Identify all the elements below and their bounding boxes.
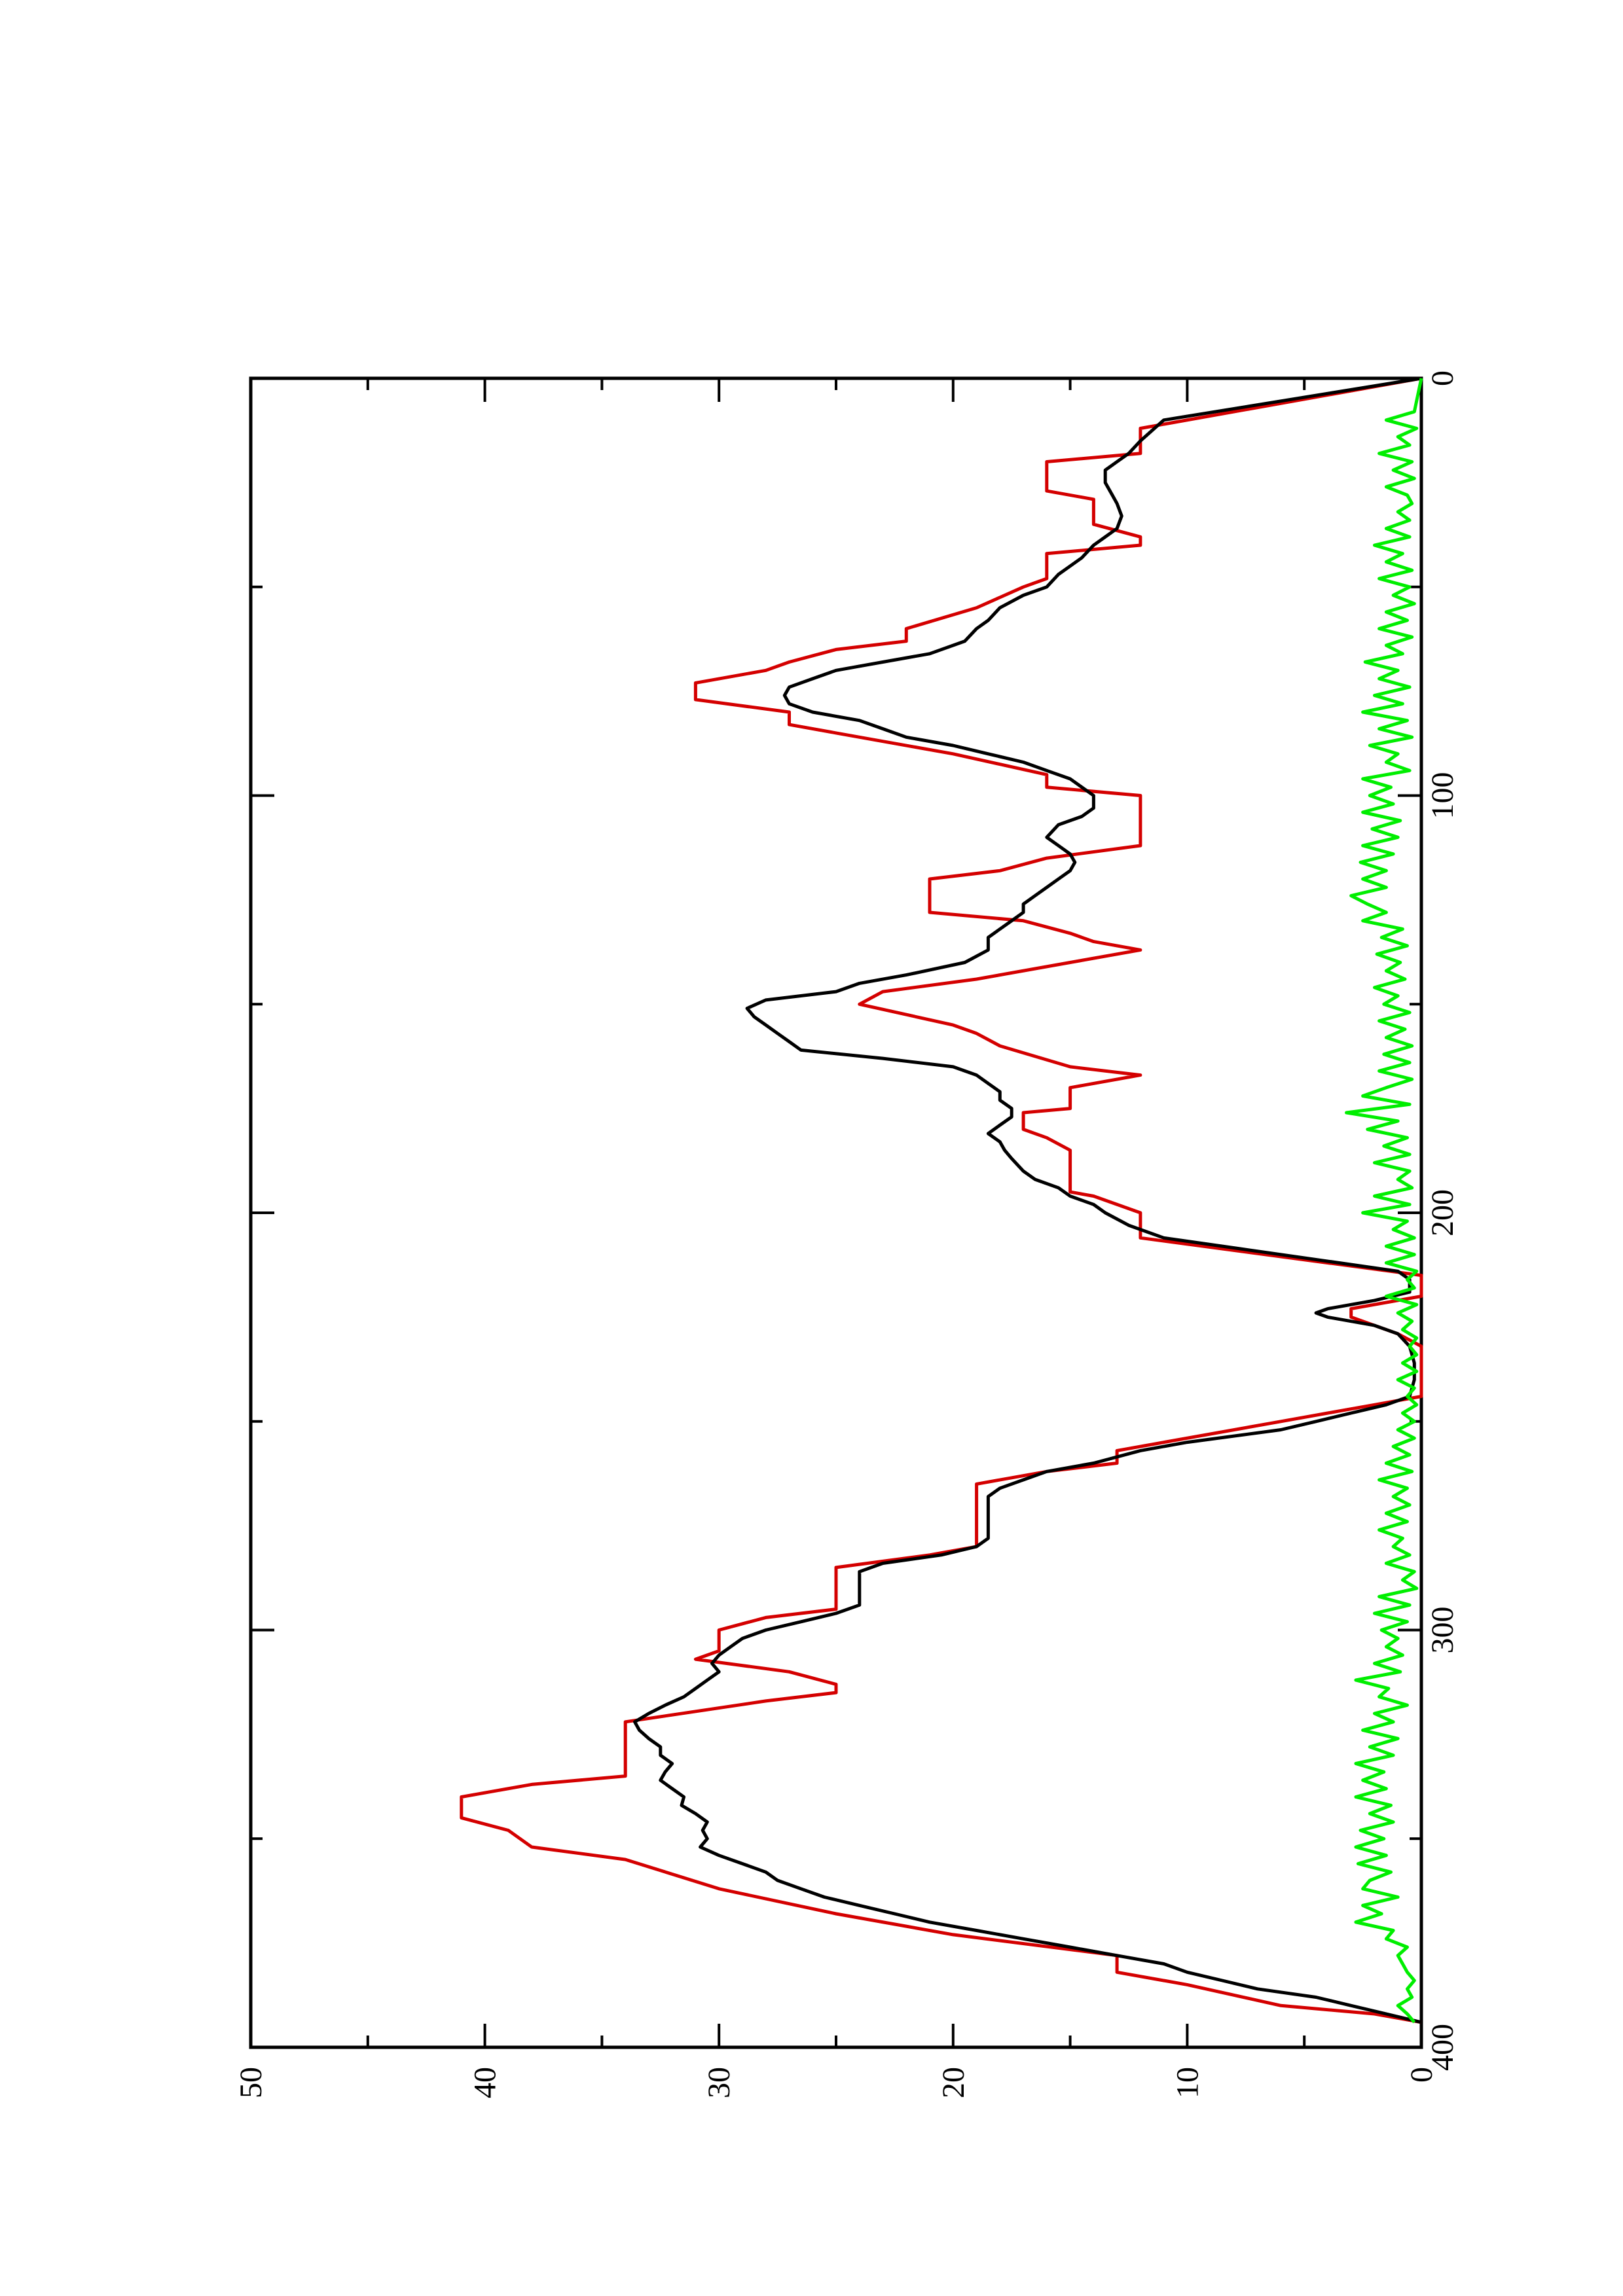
tick-marks <box>249 377 1423 2049</box>
y-tick-label: 30 <box>702 2067 737 2098</box>
plot-frame <box>249 376 1423 2049</box>
y-tick-label: 0 <box>1404 2067 1439 2083</box>
x-tick-label: 400 <box>1425 2024 1460 2071</box>
green-series-line <box>1345 378 1423 2024</box>
x-tick-label: 100 <box>1425 772 1460 819</box>
y-tick-label: 10 <box>1170 2067 1205 2098</box>
black-series-line <box>633 376 1422 2024</box>
y-tick-label: 50 <box>234 2067 268 2098</box>
x-tick-label: 0 <box>1425 370 1460 386</box>
series-layer <box>460 376 1423 2024</box>
y-tick-label: 20 <box>936 2067 971 2098</box>
x-tick-label: 300 <box>1425 1607 1460 1654</box>
x-tick-label: 200 <box>1425 1189 1460 1236</box>
red-series-line <box>460 376 1423 2024</box>
y-tick-label: 40 <box>468 2067 503 2098</box>
